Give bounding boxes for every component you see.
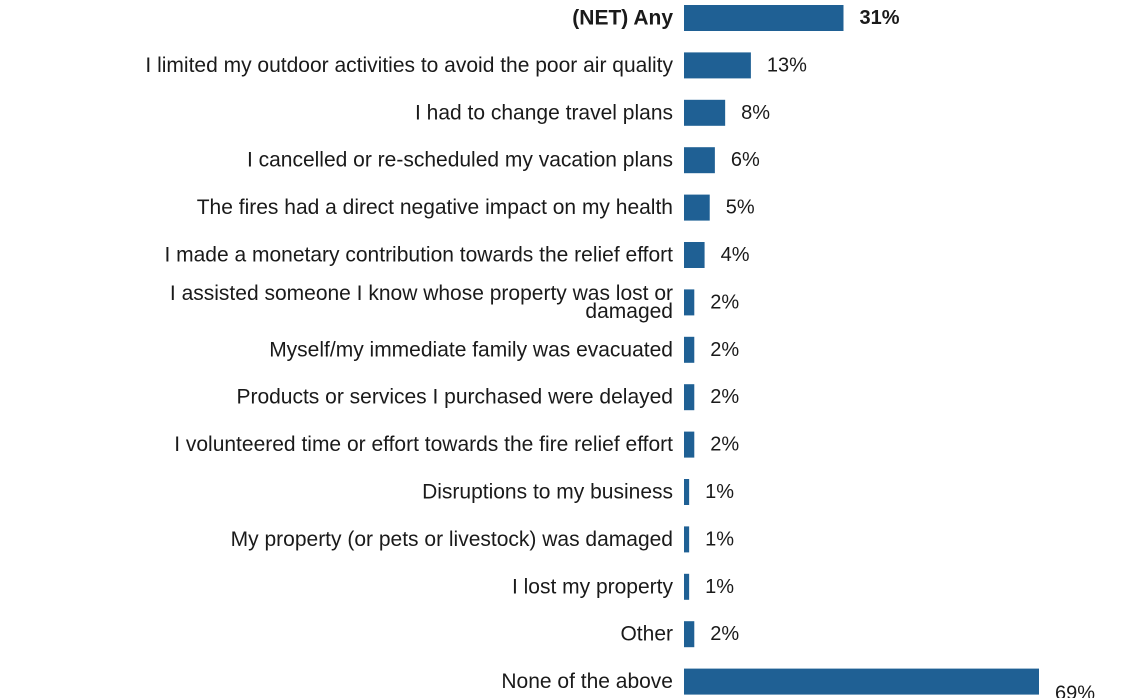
category-labels: (NET) Any I limited my outdoor activities… (145, 7, 673, 694)
category-label-line: I assisted someone I know whose property… (170, 282, 673, 305)
category-label-line: I made a monetary contribution towards t… (164, 244, 673, 267)
category-label: The fires had a direct negative impact o… (197, 196, 673, 219)
category-label-line: I lost my property (512, 575, 674, 598)
value-label: 31% (859, 7, 899, 29)
category-label: I had to change travel plans (415, 101, 673, 124)
value-label: 2% (710, 386, 739, 408)
category-label-line: My property (or pets or livestock) was d… (231, 528, 673, 551)
bar (684, 99, 726, 126)
category-label-line: I volunteered time or effort towards the… (174, 433, 673, 456)
bars (684, 5, 1039, 695)
value-label: 4% (721, 244, 750, 266)
category-label: Myself/my immediate family was evacuated (269, 338, 673, 361)
category-label: Products or services I purchased were de… (236, 386, 673, 409)
category-label-line: I limited my outdoor activities to avoid… (145, 54, 673, 77)
value-labels: 31% 13% 8% 6% 5% 4% 2% 2% 2% 2% 1% 1% 1% 2% 69% (705, 7, 1095, 698)
value-label: 2% (710, 623, 739, 645)
value-label: 2% (710, 339, 739, 361)
category-label: My property (or pets or livestock) was d… (231, 528, 673, 551)
value-label: 13% (767, 54, 807, 76)
value-label: 6% (731, 149, 760, 171)
value-label: 8% (741, 102, 770, 124)
bar (684, 194, 710, 221)
category-label-line: The fires had a direct negative impact o… (197, 196, 673, 219)
value-label: 1% (705, 528, 734, 550)
category-label: I cancelled or re-scheduled my vacation … (247, 149, 673, 172)
category-label: I assisted someone I know whose property… (170, 282, 673, 323)
category-label: I made a monetary contribution towards t… (164, 244, 673, 267)
value-label: 1% (705, 481, 734, 503)
bar (684, 526, 690, 553)
category-label: (NET) Any (572, 7, 673, 30)
bar (684, 573, 690, 600)
category-label-line: None of the above (501, 670, 673, 693)
value-label: 2% (710, 434, 739, 456)
value-label: 69% (1055, 683, 1095, 698)
category-label: Other (620, 623, 673, 646)
bar (684, 479, 690, 505)
bar (684, 52, 751, 79)
category-label: I lost my property (512, 575, 674, 598)
category-label-line: Disruptions to my business (422, 481, 673, 504)
bar (684, 242, 705, 268)
value-label: 1% (705, 576, 734, 598)
bar (684, 384, 695, 411)
value-label: 5% (726, 197, 755, 219)
category-label-line: Other (620, 623, 673, 646)
category-label: None of the above (501, 670, 673, 693)
category-label: I limited my outdoor activities to avoid… (145, 54, 673, 77)
bar (684, 431, 695, 458)
category-label-line: I cancelled or re-scheduled my vacation … (247, 149, 673, 172)
bar (684, 336, 695, 363)
bar (684, 147, 715, 174)
bar (684, 668, 1039, 695)
category-label: I volunteered time or effort towards the… (174, 433, 673, 456)
category-label-line: Products or services I purchased were de… (236, 386, 673, 409)
bar (684, 5, 844, 31)
category-label-line: damaged (585, 300, 673, 323)
category-label-line: I had to change travel plans (415, 101, 673, 124)
category-label-line: (NET) Any (572, 7, 673, 30)
value-label: 2% (710, 291, 739, 313)
bar (684, 621, 695, 648)
category-label: Disruptions to my business (422, 481, 673, 504)
category-label-line: Myself/my immediate family was evacuated (269, 338, 673, 361)
bar (684, 289, 695, 316)
